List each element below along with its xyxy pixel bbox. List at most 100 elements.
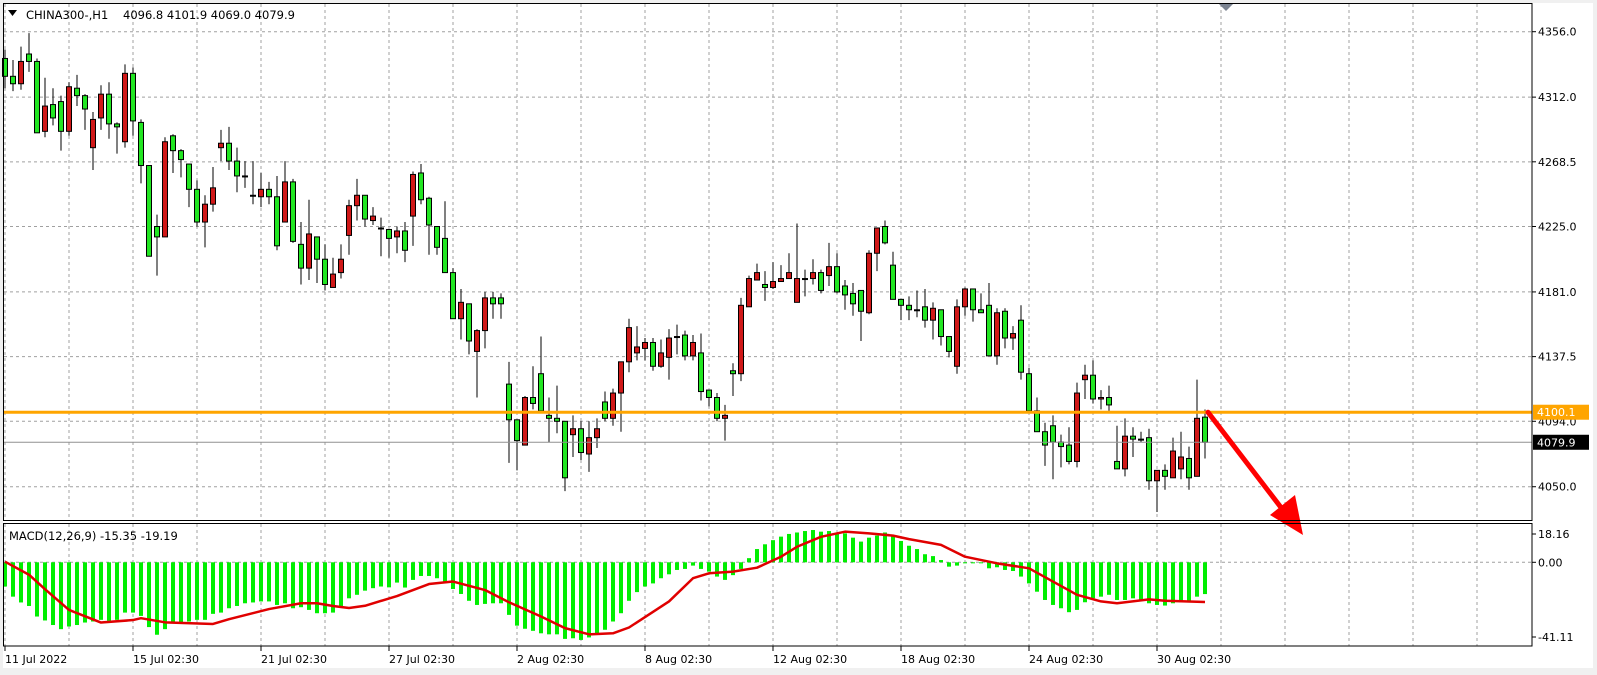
price-tick-label: 4181.0 (1538, 286, 1577, 299)
candle (546, 397, 552, 443)
macd-bar (827, 531, 831, 563)
macd-bar (915, 549, 919, 563)
candle (250, 161, 256, 205)
candle-body (290, 181, 296, 242)
macd-bar (227, 562, 231, 609)
candle-body (1010, 333, 1016, 339)
macd-bar (691, 562, 695, 566)
triangle-down-icon[interactable] (8, 10, 17, 16)
macd-bar (987, 562, 991, 569)
candle (834, 253, 840, 294)
candle-body (762, 283, 768, 288)
candle-body (250, 194, 256, 197)
macd-bar (931, 556, 935, 563)
candle-body (682, 334, 688, 357)
macd-bar (1139, 562, 1143, 600)
candle-body (218, 142, 224, 149)
candle (322, 244, 328, 291)
macd-bar (451, 562, 455, 590)
candle-body (274, 196, 280, 247)
candle-body (474, 330, 480, 352)
macd-bar (1075, 562, 1079, 610)
candle-body (1066, 444, 1072, 462)
candle-body (778, 278, 784, 283)
macd-bar (1099, 562, 1103, 597)
candle-body (26, 53, 32, 62)
macd-tick-label: -41.11 (1538, 631, 1573, 644)
candle-body (490, 297, 496, 305)
candle-body (194, 188, 200, 223)
macd-bar (835, 533, 839, 563)
candle-body (458, 301, 464, 320)
macd-tick-label: 18.16 (1538, 528, 1570, 541)
macd-bar (1195, 562, 1199, 597)
macd-bar (1163, 562, 1167, 606)
macd-bar (1115, 562, 1119, 600)
candle-body (514, 419, 520, 442)
candle (586, 421, 592, 472)
candle (346, 199, 352, 255)
macd-bar (587, 562, 591, 638)
candle (1106, 385, 1112, 411)
candle-body (898, 298, 904, 306)
down-arrow-annotation[interactable] (1205, 409, 1303, 535)
candle (370, 207, 376, 226)
candle (170, 134, 176, 173)
candle-body (994, 312, 1000, 357)
candle (594, 418, 600, 449)
signal-line-path (4, 530, 1206, 636)
macd-bar (707, 562, 711, 572)
macd-bar (1043, 562, 1047, 600)
candle (730, 363, 736, 397)
candle-body (226, 142, 232, 162)
time-tick-label: 24 Aug 02:30 (1029, 653, 1103, 666)
candle-body (66, 86, 72, 132)
candle-body (626, 327, 632, 363)
macd-bar (875, 535, 879, 563)
candle (74, 74, 80, 107)
candle (378, 217, 384, 257)
candle-body (1154, 469, 1160, 482)
candle (202, 195, 208, 248)
macd-bar (603, 562, 607, 630)
macd-bar (475, 562, 479, 605)
macd-signal-line (4, 530, 1206, 636)
macd-bar (427, 562, 431, 576)
candle (450, 268, 456, 320)
candle-body (330, 273, 336, 288)
price-tick-label: 4268.5 (1538, 156, 1577, 169)
candle (290, 178, 296, 243)
candle-body (786, 272, 792, 280)
candle-body (466, 303, 472, 342)
candle (442, 201, 448, 274)
candle (522, 396, 528, 446)
candle (578, 421, 584, 460)
candle (266, 181, 272, 205)
candle-body (338, 258, 344, 274)
candle-body (114, 123, 120, 128)
candle (194, 180, 200, 227)
candle-body (1178, 456, 1184, 470)
macd-bar (939, 560, 943, 563)
candle (386, 228, 392, 258)
candle (1138, 431, 1144, 443)
candle (954, 299, 960, 374)
candle (298, 222, 304, 285)
candle-body (1074, 392, 1080, 462)
candle-body (266, 188, 272, 198)
candle (866, 250, 872, 315)
candle (490, 291, 496, 319)
candle-body (1042, 431, 1048, 446)
macd-bar (851, 537, 855, 563)
candle-body (554, 417, 560, 422)
macd-bar (243, 562, 247, 604)
candle (946, 336, 952, 358)
chart-shift-marker-icon[interactable] (1219, 4, 1233, 11)
macd-bar (419, 562, 423, 576)
candle-body (322, 258, 328, 285)
candle-body (970, 288, 976, 311)
candle-body (2, 57, 8, 77)
time-tick-label: 27 Jul 02:30 (389, 653, 455, 666)
macd-bar (443, 562, 447, 582)
